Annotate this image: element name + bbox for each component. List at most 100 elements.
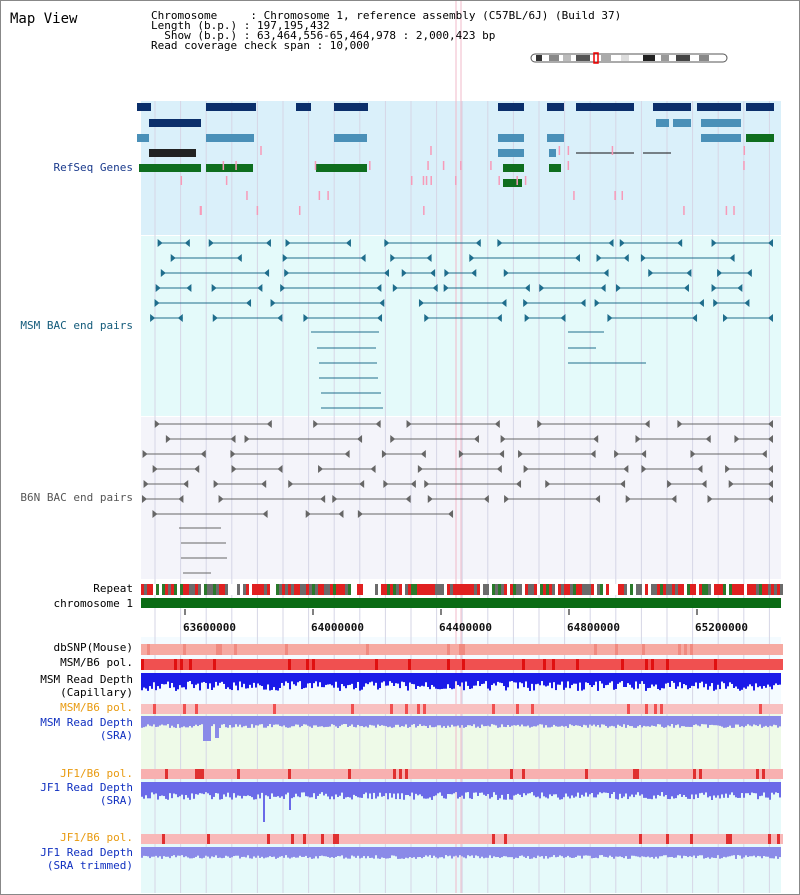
heatmap-cell (153, 769, 156, 779)
heatmap-cell (234, 704, 237, 714)
heatmap-cell (714, 769, 717, 779)
track-label-jf1-read-depth-trimmed[interactable]: JF1 Read Depth (40, 846, 133, 859)
read-depth-bar (185, 673, 187, 690)
read-depth-bar (185, 847, 187, 857)
track-label-dbsnp[interactable]: dbSNP(Mouse) (53, 641, 133, 654)
read-depth-bar (515, 782, 517, 795)
read-depth-bar (375, 847, 377, 856)
repeat-block (525, 584, 528, 595)
read-depth-bar (575, 716, 577, 726)
read-depth-bar (557, 847, 559, 857)
b6n-bac-pair-end (261, 480, 267, 488)
read-depth-bar (211, 673, 213, 690)
read-depth-bar (399, 716, 401, 728)
heatmap-cell (558, 659, 561, 670)
read-depth-bar (739, 847, 741, 856)
read-depth-bar (643, 716, 645, 726)
read-depth-bar (161, 847, 163, 859)
track-label-jf1-b6-pol-2[interactable]: JF1/B6 pol. (60, 831, 133, 844)
heatmap-cell (351, 659, 354, 670)
read-depth-bar (341, 716, 343, 725)
heatmap-cell (264, 659, 267, 670)
heatmap-cell (381, 644, 384, 655)
track-label-b6n-bac[interactable]: B6N BAC end pairs (20, 491, 133, 504)
heatmap-cell (195, 644, 198, 655)
heatmap-cell (360, 834, 363, 844)
read-depth-bar (261, 847, 263, 857)
track-label-jf1-b6-pol[interactable]: JF1/B6 pol. (60, 767, 133, 780)
read-depth-bar (711, 716, 713, 725)
heatmap-cell (189, 834, 192, 844)
read-depth-bar (721, 782, 723, 795)
read-depth-bar (249, 782, 251, 796)
read-depth-bar (531, 716, 533, 727)
read-depth-bar (743, 782, 745, 798)
read-depth-bar (617, 782, 619, 800)
b6n-bac-pair-end (313, 420, 319, 428)
read-depth-bar (507, 673, 509, 688)
read-depth-bar (547, 716, 549, 728)
read-depth-bar (345, 847, 347, 858)
read-depth-bar (601, 716, 603, 725)
heatmap-cell (339, 659, 342, 670)
track-label-jf1-read-depth-sra[interactable]: JF1 Read Depth (40, 781, 133, 794)
track-label-msm-b6-pol-2[interactable]: MSM/B6 pol. (60, 701, 133, 714)
msm-bac-pair-end (497, 239, 503, 247)
heatmap-cell (663, 704, 666, 714)
heatmap-cell (441, 659, 444, 670)
read-depth-bar (587, 716, 589, 728)
heatmap-cell (561, 659, 564, 670)
heatmap-cell (375, 769, 378, 779)
read-depth-bar (437, 782, 439, 794)
read-depth-bar (577, 716, 579, 726)
read-depth-bar (685, 782, 687, 797)
heatmap-cell (429, 704, 432, 714)
heatmap-cell (723, 704, 726, 714)
track-label-chromosome[interactable]: chromosome 1 (53, 597, 133, 610)
track-label-refseq[interactable]: RefSeq Genes (53, 161, 133, 174)
track-label-msm-bac[interactable]: MSM BAC end pairs (20, 319, 133, 332)
heatmap-cell (453, 834, 456, 844)
repeat-block (240, 584, 243, 595)
read-depth-bar (649, 782, 651, 799)
read-depth-bar (347, 847, 349, 859)
track-label-msm-read-depth-capillary[interactable]: MSM Read Depth (40, 673, 133, 686)
heatmap-cell (405, 769, 408, 779)
read-depth-bar (775, 673, 777, 684)
heatmap-cell (327, 704, 330, 714)
heatmap-cell (519, 769, 522, 779)
track-label-repeat[interactable]: Repeat (93, 582, 133, 595)
repeat-block (189, 584, 192, 595)
heatmap-cell (660, 704, 663, 714)
heatmap-cell (477, 834, 480, 844)
read-depth-bar (683, 847, 685, 856)
heatmap-cell (288, 834, 291, 844)
read-depth-bar (541, 847, 543, 857)
heatmap-cell (354, 644, 357, 655)
heatmap-cell (672, 659, 675, 670)
heatmap-cell (321, 834, 324, 844)
read-depth-bar (321, 847, 323, 856)
repeat-block (333, 584, 336, 595)
read-depth-bar (757, 782, 759, 800)
read-depth-bar (543, 673, 545, 686)
read-depth-bar (357, 847, 359, 856)
heatmap-cell (186, 659, 189, 670)
read-depth-bar (753, 782, 755, 794)
gene-feature (316, 164, 367, 172)
msm-bac-pair-end (729, 254, 735, 262)
heatmap-cell (528, 659, 531, 670)
read-depth-bar (231, 782, 233, 800)
read-depth-bar (263, 847, 265, 859)
heatmap-cell (711, 769, 714, 779)
read-depth-bar (651, 673, 653, 685)
read-depth-bar (551, 847, 553, 857)
read-depth-bar (437, 847, 439, 859)
read-depth-bar (447, 847, 449, 857)
track-label-msm-b6-pol[interactable]: MSM/B6 pol. (60, 656, 133, 669)
heatmap-cell (369, 659, 372, 670)
read-depth-bar (609, 782, 611, 799)
read-depth-bar (209, 847, 211, 859)
track-label-msm-read-depth-sra[interactable]: MSM Read Depth (40, 716, 133, 729)
